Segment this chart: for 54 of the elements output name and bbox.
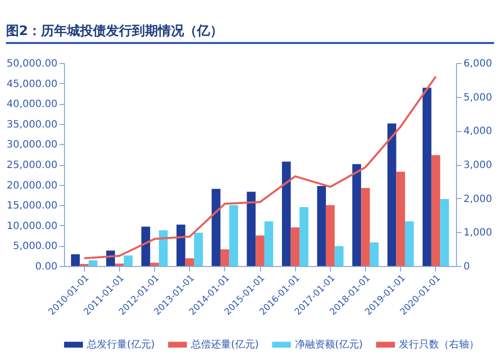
legend-label: 总偿还量(亿元) bbox=[190, 338, 259, 351]
bar bbox=[194, 232, 203, 266]
y2-tick-label: 5,000 bbox=[464, 92, 492, 104]
bar bbox=[88, 260, 98, 266]
bar bbox=[150, 262, 159, 266]
y-tick-label: 30,000.00 bbox=[6, 140, 58, 151]
bar bbox=[176, 224, 186, 266]
bar bbox=[124, 255, 133, 266]
bar bbox=[387, 123, 396, 266]
y-tick-label: 45,000.00 bbox=[6, 78, 58, 90]
bar bbox=[326, 205, 335, 266]
bar bbox=[71, 254, 80, 266]
y2-tick-label: 3,000 bbox=[464, 160, 492, 171]
y-tick-label: 20,000.00 bbox=[6, 180, 58, 192]
y-tick-label: 5,000.00 bbox=[12, 241, 58, 252]
bar bbox=[405, 221, 414, 266]
bar bbox=[282, 162, 291, 266]
bar bbox=[141, 226, 150, 266]
bar bbox=[334, 246, 344, 266]
y-tick-label: 50,000.00 bbox=[6, 58, 58, 70]
y2-tick-label: 1,000 bbox=[464, 228, 492, 239]
bar bbox=[361, 188, 370, 266]
y-tick-label: 35,000.00 bbox=[6, 119, 58, 130]
bar bbox=[290, 227, 300, 266]
bar bbox=[440, 199, 449, 266]
bar bbox=[396, 172, 406, 266]
bar bbox=[431, 155, 440, 266]
line-series bbox=[83, 76, 437, 260]
bar bbox=[185, 258, 194, 266]
chart-title: 图2：历年城投债发行到期情况（亿） bbox=[6, 22, 494, 44]
legend-label: 总发行量(亿元) bbox=[86, 338, 155, 351]
y-tick-label: 10,000.00 bbox=[6, 220, 58, 232]
bar bbox=[264, 221, 274, 266]
bar bbox=[256, 236, 264, 266]
bar bbox=[158, 230, 168, 266]
y-tick-label: 25,000.00 bbox=[6, 160, 58, 171]
legend-label: 发行只数（右轴） bbox=[399, 338, 479, 351]
y2-tick-label: 6,000 bbox=[464, 58, 492, 70]
bar bbox=[212, 188, 220, 266]
bar bbox=[370, 242, 379, 266]
y-tick-label: 15,000.00 bbox=[6, 200, 58, 212]
bar bbox=[352, 164, 362, 266]
y-tick-label: 40,000.00 bbox=[6, 99, 58, 110]
y2-tick-label: 4,000 bbox=[464, 126, 492, 138]
bar bbox=[246, 192, 256, 266]
bar bbox=[422, 88, 432, 266]
legend-label: 净融资额(亿元) bbox=[295, 338, 363, 351]
bar bbox=[229, 205, 238, 266]
bar bbox=[317, 186, 326, 266]
bar bbox=[300, 207, 308, 266]
y2-tick-label: 0 bbox=[464, 262, 470, 272]
y-tick-label: 0.00 bbox=[35, 262, 58, 272]
bar bbox=[220, 249, 230, 266]
y2-tick-label: 2,000 bbox=[464, 194, 492, 205]
